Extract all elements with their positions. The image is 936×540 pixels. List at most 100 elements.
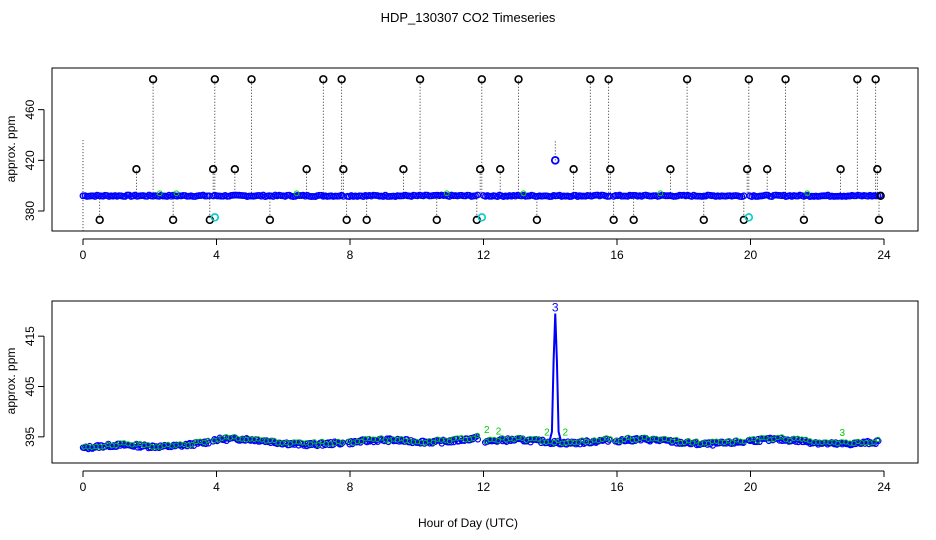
series-point-green [113,443,119,449]
baseline-point-green [520,190,527,197]
series-point-green [101,443,107,450]
outlier-point [606,165,615,174]
outlier-point [432,215,441,225]
outlier-point [604,75,613,84]
cyan-point [744,213,754,222]
outlier-point [337,75,346,84]
outlier-point [781,75,790,84]
top-plot-frame [51,67,919,232]
outlier-point [475,165,485,174]
outlier-point [339,165,348,174]
series-point-green [751,435,757,442]
series-point-green [669,438,676,445]
y-tick-label: 420 [23,150,37,170]
outlier-point [362,215,371,225]
point-count-label: 3 [840,428,846,439]
outlier-point [319,75,328,84]
outlier-point [836,165,845,174]
baseline-point-green [293,190,300,197]
series-point-green [311,439,317,445]
point-count-label: 2 [544,427,550,438]
series-point-green [685,437,692,444]
series-point-green [607,436,613,442]
outlier-point [168,215,178,225]
series-point-green [145,442,151,448]
series-point-green [358,438,364,445]
y-tick-label: 405 [23,376,37,396]
outlier-point [871,75,880,84]
outlier-point [95,215,104,225]
series-point-green [271,437,277,444]
outlier-point [132,165,141,174]
x-tick-label: 12 [477,248,491,262]
series-point-green [346,438,352,444]
outlier-point [477,75,487,84]
series-point-green [430,439,437,446]
point-count-label: 2 [484,425,490,436]
baseline-point-green [156,190,163,197]
x-tick-label: 24 [877,248,891,262]
x-tick-label: 0 [80,248,87,262]
top-x-axis: 0 4 8 12 16 20 24 [80,238,891,262]
point-count-label: 2 [562,427,568,438]
outlier-point [342,215,351,225]
series-point-green [587,439,593,445]
x-tick-label: 4 [213,248,220,262]
bottom-plot-marks: 32 2 2 2 3 [79,301,882,453]
series-point-green [779,434,785,440]
series-point-green [495,438,501,444]
series-point-green [551,440,557,446]
baseline-point-green [443,190,450,197]
outlier-point [799,215,809,225]
x-tick-label: 16 [610,480,624,494]
x-tick-label: 8 [347,480,354,494]
highlight-point [550,156,560,165]
outlier-point [876,191,885,201]
outlier-point [629,215,638,225]
outlier-point [699,215,708,225]
top-y-axis: 380 420 460 [23,99,45,221]
y-tick-label: 395 [23,427,37,447]
outlier-point [853,75,862,84]
series-point-green [625,434,631,440]
outlier-point [210,75,220,84]
outlier-point [230,165,240,174]
series-point-green [621,436,627,443]
x-tick-label: 12 [477,480,491,494]
outlier-point [744,75,754,84]
series-point-green [474,432,481,439]
outlier-point [532,215,542,225]
bottom-y-axis: 395 405 415 [23,326,45,447]
series-point-green [875,436,881,443]
series-point-green [339,440,345,446]
bottom-plot-frame [51,300,919,464]
y-tick-label: 415 [23,326,37,346]
outlier-point [495,165,505,174]
x-tick-label: 0 [80,480,87,494]
cyan-point [477,213,487,222]
series-point-green [665,436,672,443]
series-point-green [755,438,761,444]
baseline-point-green [173,190,180,197]
y-tick-label: 380 [23,201,37,221]
baseline-point-green [657,190,664,197]
outlier-point [873,165,882,174]
series-point-green [231,434,237,440]
x-tick-label: 24 [877,480,891,494]
chart-title: HDP_130307 CO2 Timeseries [381,10,556,25]
series-point-green [673,436,680,443]
top-y-axis-label: approx. ppm [4,116,18,183]
series-point-green [398,435,405,442]
outlier-point [399,165,408,174]
outlier-point [609,215,618,225]
top-panel: 0 4 8 12 16 20 24 380 420 460 approx. ppm [4,67,919,262]
x-tick-label: 4 [213,480,220,494]
series-point-green [499,435,505,441]
cyan-point [210,213,220,222]
x-tick-label: 20 [744,248,758,262]
series-point-green [511,436,517,443]
series-point-green [201,439,207,446]
series-point-green [729,440,736,446]
